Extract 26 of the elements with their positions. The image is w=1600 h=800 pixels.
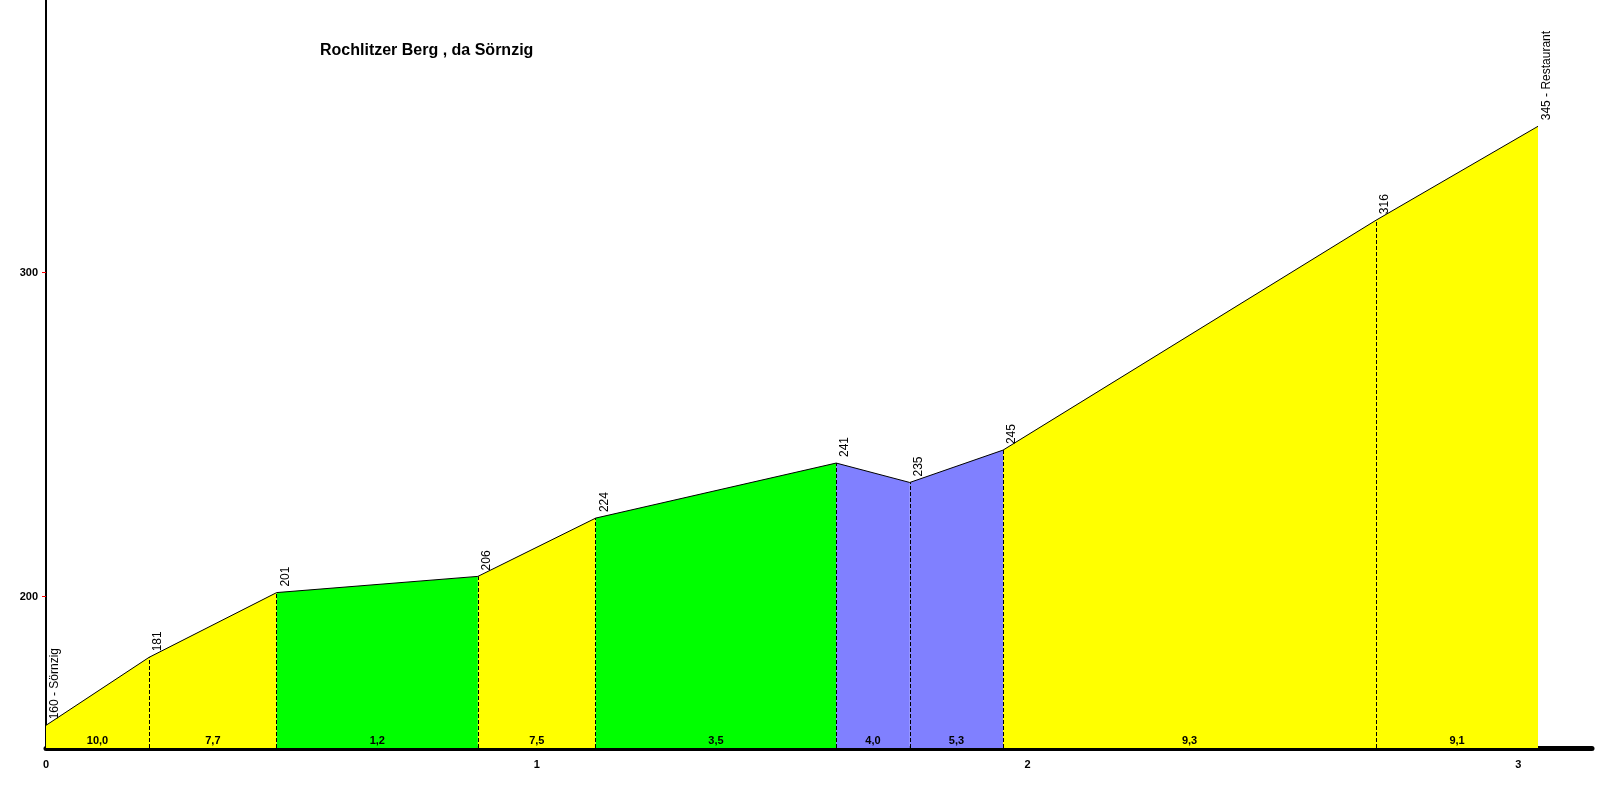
data-label: 241 xyxy=(837,436,852,458)
text: Rochlitzer Berg , da Sörnzig xyxy=(320,40,534,58)
x-tick-label: 1 xyxy=(533,757,540,770)
annotation: 1,2 xyxy=(369,733,385,746)
annotation: 7,5 xyxy=(529,733,545,746)
data-label: 245 xyxy=(1004,423,1019,445)
data-label: 181 xyxy=(150,630,165,652)
annotation: 9,1 xyxy=(1449,733,1465,746)
data-label: 316 xyxy=(1377,193,1392,215)
y-tick-label: 200 xyxy=(19,589,38,602)
annotation: 10,0 xyxy=(86,733,109,746)
annotation: 5,3 xyxy=(948,733,965,746)
data-label: 235 xyxy=(910,456,925,477)
data-label: 160 - Sörnzig xyxy=(47,647,61,720)
data-label: 201 xyxy=(277,566,292,587)
y-tick-label: 300 xyxy=(19,266,38,278)
x-tick-label: 0 xyxy=(42,757,50,770)
x-tick-label: 3 xyxy=(1515,757,1522,770)
data-label: 224 xyxy=(596,491,611,513)
data-label: 206 xyxy=(478,550,493,571)
annotation: 9,3 xyxy=(1181,733,1198,746)
annotation: 4,0 xyxy=(865,733,881,746)
x-tick-label: 2 xyxy=(1024,757,1031,770)
data-label: 345 - Restaurant xyxy=(1539,30,1554,121)
annotation: 3,5 xyxy=(708,733,724,746)
annotation: 7,7 xyxy=(205,733,221,746)
